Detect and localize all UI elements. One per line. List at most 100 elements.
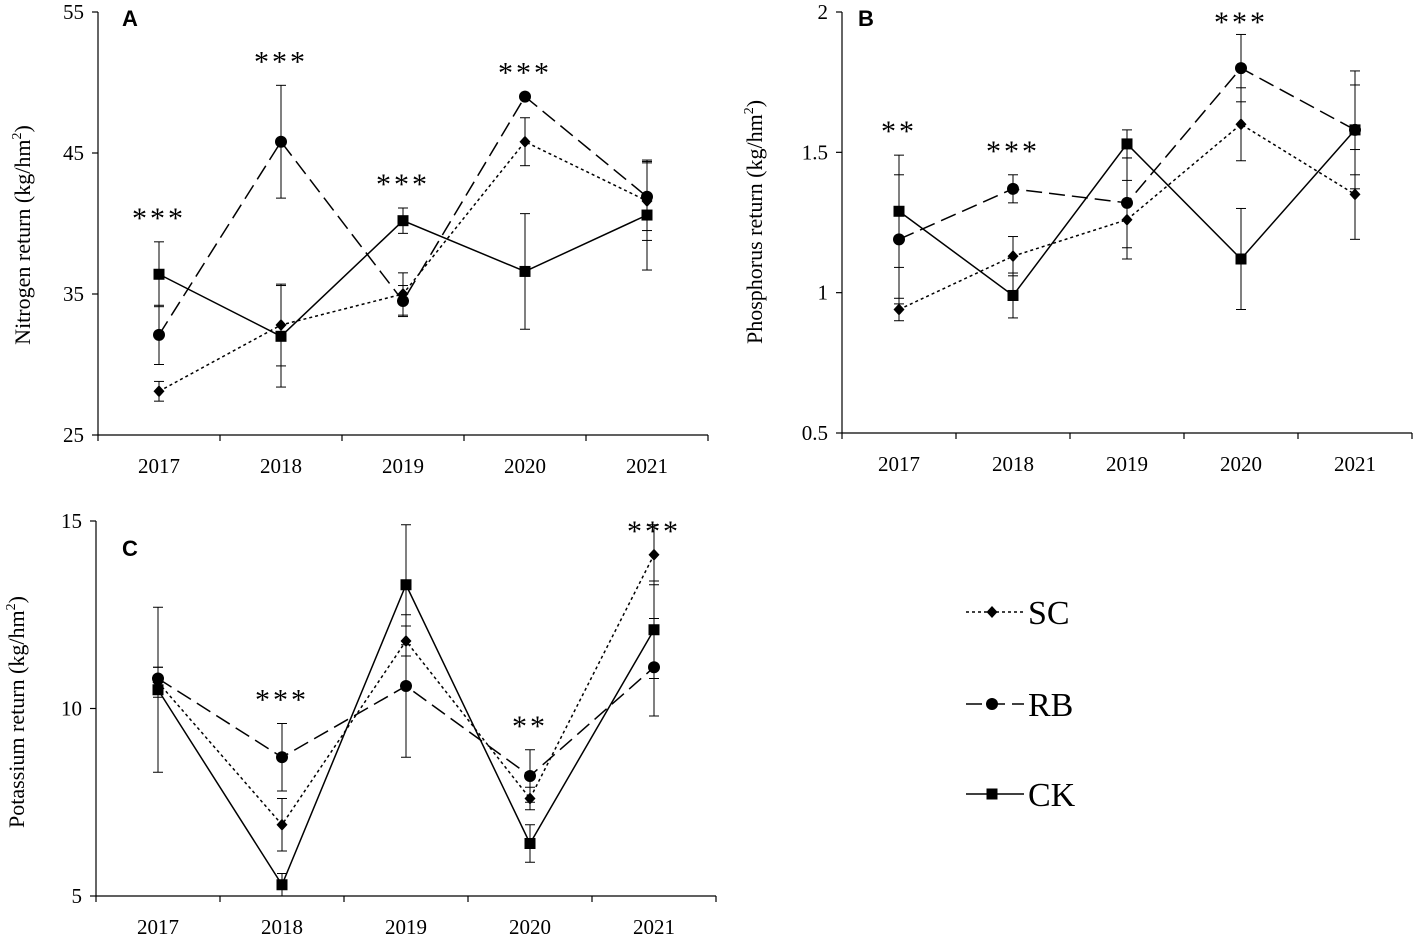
legend-marker-rb [986,698,998,710]
panel-a-point-ck [275,330,287,342]
panel-b-y-tick-label: 2 [818,0,829,24]
panel-a-x-tick-label: 2017 [138,454,180,478]
panel-c-x-tick-label: 2018 [261,915,303,934]
panel-b-series-rb [893,33,1361,305]
panel-b-significance-label: *** [986,135,1040,168]
panel-b-point-rb [1235,62,1247,75]
panel-a-x-tick-label: 2018 [260,454,302,478]
panel-c-x-tick-label: 2019 [385,915,427,934]
panel-c-significance-label: *** [627,515,681,548]
panel-b-line-sc [898,123,1356,311]
panel-a-x-tick-label: 2019 [382,454,424,478]
legend-label-ck: CK [1028,777,1076,814]
panel-c-point-ck [648,624,660,636]
panel-c-significance-label: *** [255,684,309,717]
panel-a-y-axis-label-end: ) [10,125,35,132]
panel-c-point-ck [524,838,536,849]
panel-c-x-tick-label: 2020 [509,915,551,934]
panel-a-point-rb [275,135,287,148]
panel-b-y-tick-label: 1.5 [802,140,828,164]
panel-b-point-ck [1121,138,1133,150]
legend-label-sc: SC [1028,595,1070,632]
panel-a-series-sc [153,117,653,402]
legend-item-rb: RB [966,687,1073,724]
panel-c-y-axis-label-main: Potassium return (kg/hm [4,610,29,828]
panel-b-y-axis-label: Phosphorus return (kg/hm2) [742,100,767,344]
panel-c-potassium-chart: 5 10 15 2017 2018 2019 2020 2021 Potassium retur… [4,509,717,934]
panel-c-y-tick-label: 5 [72,884,83,908]
panel-c-y-tick-label: 15 [61,509,82,533]
panel-a-point-ck [519,265,531,277]
panel-c-point-sc [276,818,288,831]
panel-c-x-tick-label: 2017 [137,915,179,934]
legend-label-rb: RB [1028,687,1073,724]
panel-c-series-ck [152,524,660,897]
panel-a-x-tick-label: 2021 [626,454,668,478]
panel-a-y-tick-label: 35 [63,282,84,306]
panel-b-y-axis-label-main: Phosphorus return (kg/hm [742,114,767,344]
panel-a-point-rb [519,90,531,103]
panel-c-point-ck [152,684,164,696]
legend-marker-ck [986,788,998,800]
panel-a-point-ck [397,215,409,227]
panel-b-point-ck [893,205,905,217]
panel-c-y-axis-label-end: ) [4,596,29,603]
panel-b-point-sc [1007,250,1019,263]
panel-b-significance-label: ** [881,115,917,148]
legend-item-ck: CK [966,777,1076,814]
panel-b-x-tick-label: 2020 [1220,452,1262,476]
panel-b-y-tick-label: 1 [818,281,829,305]
panel-c-letter: C [122,536,138,561]
legend: SC RB CK [966,595,1076,814]
panel-b-x-tick-label: 2017 [878,452,920,476]
panel-a-x-tick-label: 2020 [504,454,546,478]
panel-b-point-sc [1349,188,1361,201]
panel-a-significance-label: *** [132,202,186,235]
panel-b-x-tick-label: 2018 [992,452,1034,476]
panel-c-y-tick-label: 10 [61,697,82,721]
panel-a-point-sc [153,385,165,398]
panel-c-y-axis-label: Potassium return (kg/hm2) [4,596,29,828]
panel-b-point-ck [1235,253,1247,265]
panel-c-y-axis-label-sup: 2 [4,603,19,610]
panel-b-y-tick-label: 0.5 [802,421,828,445]
panel-c-point-rb [276,751,288,764]
panel-a-y-tick-label: 45 [63,141,84,165]
panel-b-y-axis-label-sup: 2 [742,107,757,114]
panel-a-y-tick-label: 25 [63,423,84,447]
panel-c-point-rb [524,770,536,782]
panel-a-significance-label: *** [376,168,430,201]
panel-b-x-tick-label: 2021 [1334,452,1376,476]
panel-a-series-rb [153,84,653,365]
panel-c-point-ck [400,579,412,591]
panel-a-point-ck [641,209,653,221]
panel-c-point-rb [400,680,412,692]
panel-b-point-sc [1235,118,1247,131]
panel-c-point-ck [276,879,288,891]
panel-a-point-sc [519,135,531,148]
legend-marker-sc [986,606,998,618]
panel-b-point-sc [893,303,905,316]
panel-c-x-tick-label: 2021 [633,915,675,934]
panel-b-point-rb [1121,196,1133,209]
panel-a-y-axis-label: Nitrogen return (kg/hm2) [10,125,35,345]
panel-b-y-axis-label-end: ) [742,100,767,107]
panel-a-point-rb [153,328,165,341]
panel-b-point-ck [1349,124,1361,136]
panel-a-significance-label: *** [498,57,552,90]
legend-item-sc: SC [966,595,1070,632]
panel-a-y-axis-label-sup: 2 [10,133,25,140]
panel-a-point-rb [397,295,409,308]
panel-a-significance-label: *** [254,45,308,78]
panel-b-series-ck [893,70,1361,319]
panel-c-significance-label: ** [512,710,548,743]
panel-a-series-ck [153,159,653,388]
panel-a-point-ck [153,268,165,280]
panel-b-letter: B [858,6,874,31]
panel-c-point-sc [648,548,660,561]
panel-a-y-axis-label-main: Nitrogen return (kg/hm [10,140,35,345]
panel-b-significance-label: *** [1214,6,1268,39]
panel-b-x-tick-label: 2019 [1106,452,1148,476]
panel-a-y-tick-label: 55 [63,0,84,24]
